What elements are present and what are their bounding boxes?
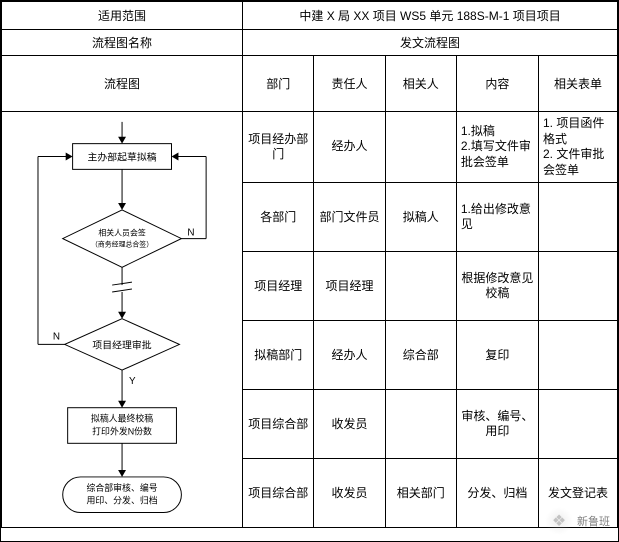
cell-resp: 收发员 xyxy=(314,459,385,528)
d2-text: 项目经理审批 xyxy=(92,338,151,351)
d1-line2: （商务经理总合签） xyxy=(91,240,153,249)
flowchart-container: 主办部起草拟稿 相关人员会签 （商务经理总合签） N xyxy=(2,112,242,527)
d1-line1: 相关人员会签 xyxy=(98,228,146,238)
cell-content: 分发、归档 xyxy=(456,459,538,528)
flowchart-cell: 主办部起草拟稿 相关人员会签 （商务经理总合签） N xyxy=(2,112,243,528)
label-n-1: N xyxy=(187,228,194,239)
cell-resp: 部门文件员 xyxy=(314,183,385,252)
watermark-icon: ❖ xyxy=(545,507,573,535)
cell-dept: 项目经办部门 xyxy=(243,112,314,183)
col-forms: 相关表单 xyxy=(539,56,618,112)
cell-dept: 项目综合部 xyxy=(243,390,314,459)
scope-label: 适用范围 xyxy=(2,2,243,30)
cell-forms: 1. 项目函件格式2. 文件审批会签单 xyxy=(539,112,618,183)
cell-forms xyxy=(539,252,618,321)
cell-rel xyxy=(385,252,456,321)
cell-rel xyxy=(385,390,456,459)
header-row-3: 流程图 部门 责任人 相关人 内容 相关表单 xyxy=(2,56,618,112)
flow-box1-text: 主办部起草拟稿 xyxy=(87,150,156,163)
col-resp: 责任人 xyxy=(314,56,385,112)
cell-content: 1.给出修改意见 xyxy=(456,183,538,252)
header-row-2: 流程图名称 发文流程图 xyxy=(2,30,618,56)
scope-value: 中建 X 局 XX 项目 WS5 单元 188S-M-1 项目项目 xyxy=(243,2,618,30)
watermark: ❖ 新鲁班 xyxy=(545,507,610,535)
cell-content: 复印 xyxy=(456,321,538,390)
cell-rel: 相关部门 xyxy=(385,459,456,528)
b2-l2: 打印外发N份数 xyxy=(92,425,152,436)
cell-forms xyxy=(539,390,618,459)
flowname-value: 发文流程图 xyxy=(243,30,618,56)
label-y: Y xyxy=(129,376,136,387)
cell-dept: 拟稿部门 xyxy=(243,321,314,390)
flowchart-svg: 主办部起草拟稿 相关人员会签 （商务经理总合签） N xyxy=(2,112,242,527)
cell-dept: 项目综合部 xyxy=(243,459,314,528)
col-dept: 部门 xyxy=(243,56,314,112)
cell-forms xyxy=(539,321,618,390)
header-row-1: 适用范围 中建 X 局 XX 项目 WS5 单元 188S-M-1 项目项目 xyxy=(2,2,618,30)
table-row: 主办部起草拟稿 相关人员会签 （商务经理总合签） N xyxy=(2,112,618,183)
cell-content: 根据修改意见校稿 xyxy=(456,252,538,321)
cell-dept: 项目经理 xyxy=(243,252,314,321)
document-root: 适用范围 中建 X 局 XX 项目 WS5 单元 188S-M-1 项目项目 流… xyxy=(0,0,619,542)
rt-l1: 综合部审核、编号 xyxy=(86,482,157,493)
cell-resp: 经办人 xyxy=(314,321,385,390)
cell-rel xyxy=(385,112,456,183)
cell-content: 审核、编号、用印 xyxy=(456,390,538,459)
col-rel: 相关人 xyxy=(385,56,456,112)
main-table: 适用范围 中建 X 局 XX 项目 WS5 单元 188S-M-1 项目项目 流… xyxy=(1,1,618,528)
cell-resp: 经办人 xyxy=(314,112,385,183)
label-n-2: N xyxy=(53,331,60,342)
cell-forms xyxy=(539,183,618,252)
watermark-text: 新鲁班 xyxy=(577,513,610,529)
cell-resp: 项目经理 xyxy=(314,252,385,321)
cell-resp: 收发员 xyxy=(314,390,385,459)
cell-dept: 各部门 xyxy=(243,183,314,252)
cell-rel: 拟稿人 xyxy=(385,183,456,252)
rt-l2: 用印、分发、归档 xyxy=(86,495,157,506)
cell-content: 1.拟稿2.填写文件审批会签单 xyxy=(456,112,538,183)
cell-rel: 综合部 xyxy=(385,321,456,390)
flowname-label: 流程图名称 xyxy=(2,30,243,56)
flow-label: 流程图 xyxy=(2,56,243,112)
flow-diamond-sign xyxy=(63,210,182,267)
b2-l1: 拟稿人最终校稿 xyxy=(91,413,153,424)
col-content: 内容 xyxy=(456,56,538,112)
